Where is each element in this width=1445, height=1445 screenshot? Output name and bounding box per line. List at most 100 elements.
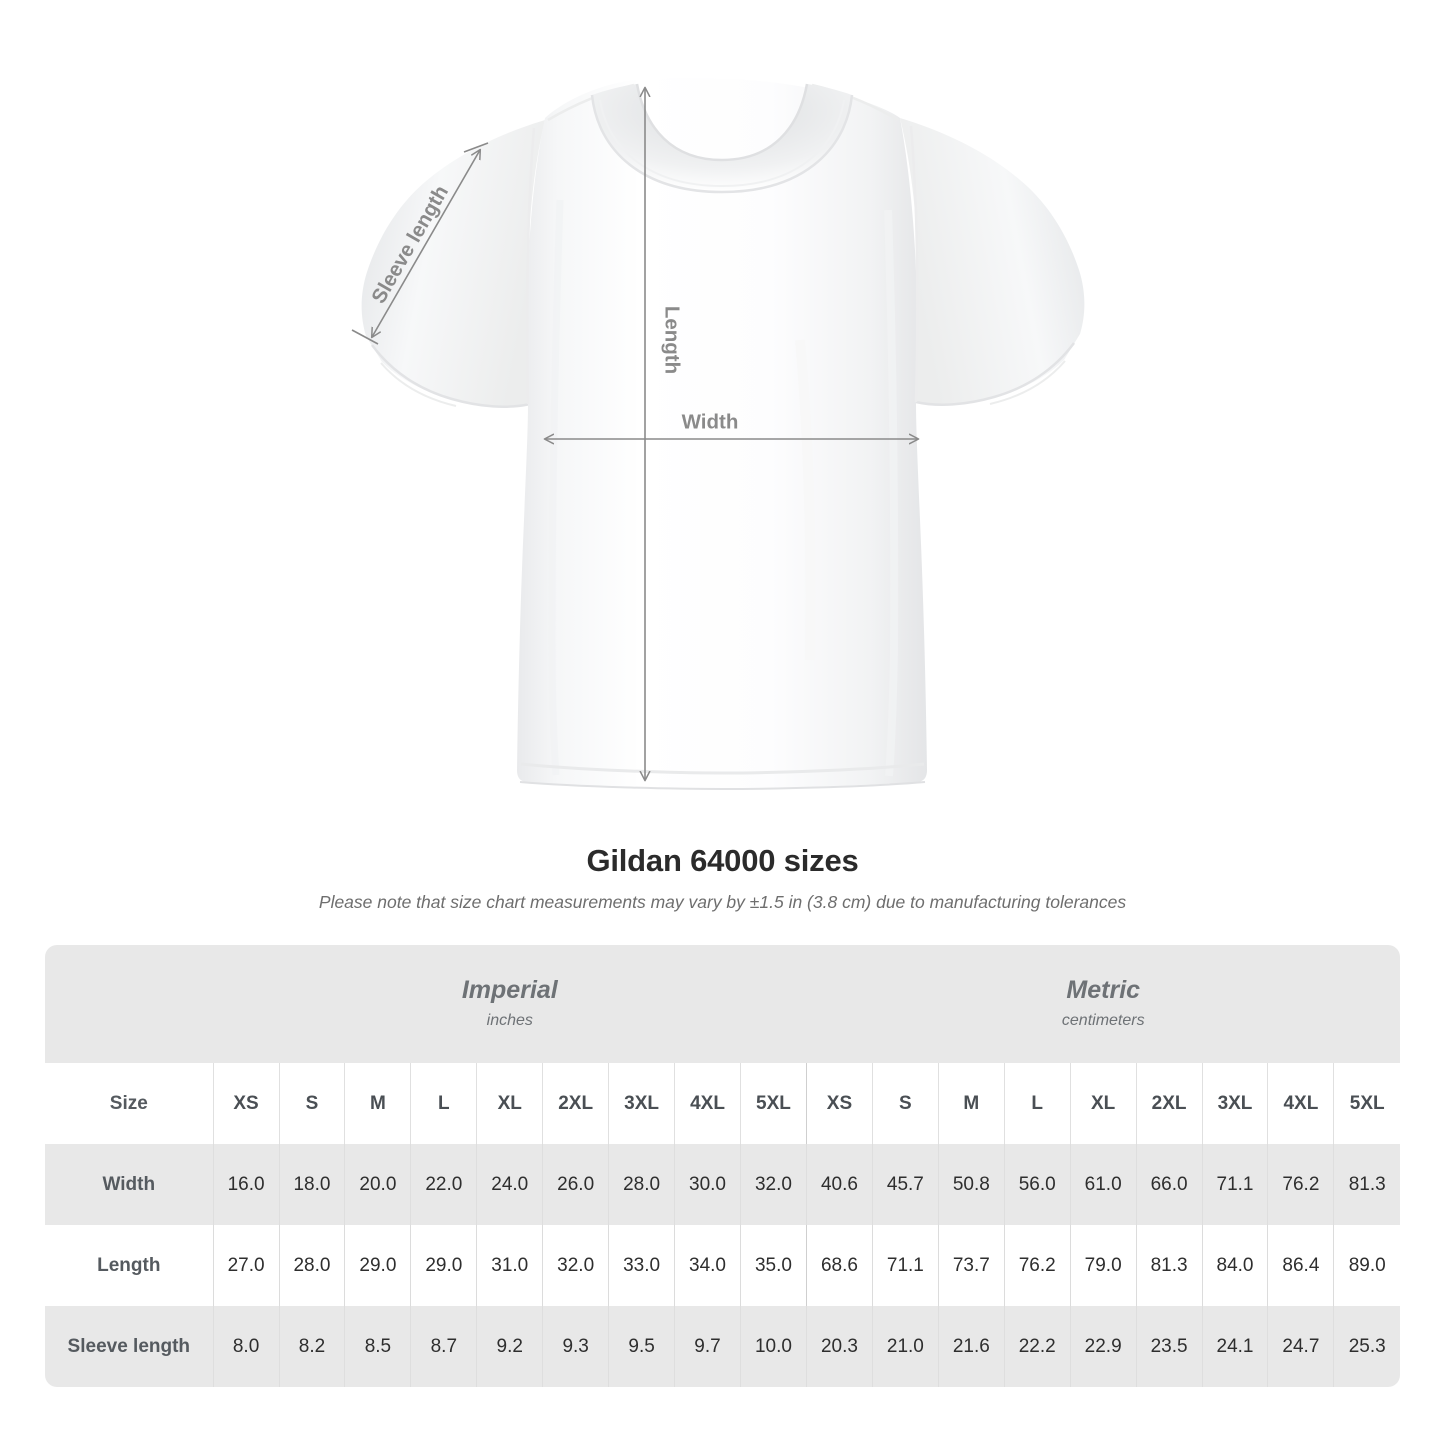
cell-sleeve-length-imperial-s: 8.2: [278, 1306, 345, 1387]
cell-sleeve-length-imperial-xl: 9.2: [476, 1306, 543, 1387]
tshirt-illustration: Sleeve length Length Width: [351, 78, 1085, 791]
cell-width-imperial-5xl: 32.0: [739, 1144, 807, 1225]
left-armhole-seam: [526, 127, 536, 405]
right-armhole-seam: [909, 125, 919, 403]
size-column-header-metric-l[interactable]: L: [1003, 1063, 1071, 1144]
cell-length-imperial-m: 29.0: [344, 1225, 411, 1306]
size-column-header-imperial-m[interactable]: M: [344, 1063, 411, 1144]
table-row: Sleeve length 8.0 8.2 8.5 8.7 9.2 9.3 9.5 9.7 10.…: [45, 1306, 1400, 1387]
size-column-header-metric-m[interactable]: M: [937, 1063, 1005, 1144]
width-label: Width: [682, 410, 739, 433]
size-column-header-metric-3xl[interactable]: 3XL: [1201, 1063, 1268, 1144]
cell-sleeve-length-imperial-3xl: 9.5: [608, 1306, 675, 1387]
cell-width-metric-3xl: 71.1: [1201, 1144, 1268, 1225]
shirt-body: [517, 78, 927, 788]
cell-length-metric-xl: 79.0: [1069, 1225, 1137, 1306]
size-column-header-imperial-2xl[interactable]: 2XL: [542, 1063, 609, 1144]
cell-length-metric-s: 71.1: [871, 1225, 939, 1306]
row-label-length: Length: [45, 1225, 214, 1306]
bottom-hem: [520, 762, 925, 775]
unit-group-subtitle: inches: [486, 1012, 533, 1029]
length-label: Length: [661, 306, 684, 374]
cell-sleeve-length-metric-3xl: 24.1: [1201, 1306, 1268, 1387]
cell-sleeve-length-imperial-4xl: 9.7: [674, 1306, 741, 1387]
cell-sleeve-length-imperial-5xl: 10.0: [739, 1306, 807, 1387]
collar-ribbing: [592, 84, 852, 192]
cell-width-metric-l: 56.0: [1003, 1144, 1071, 1225]
cell-sleeve-length-imperial-xs: 8.0: [212, 1306, 280, 1387]
cell-width-metric-4xl: 76.2: [1267, 1144, 1334, 1225]
unit-group-subtitle: centimeters: [1061, 1012, 1145, 1029]
width-measurement: Width: [545, 410, 918, 439]
cell-sleeve-length-imperial-2xl: 9.3: [542, 1306, 609, 1387]
cell-width-metric-5xl: 81.3: [1333, 1144, 1400, 1225]
cell-length-metric-3xl: 84.0: [1201, 1225, 1268, 1306]
row-label-width: Width: [45, 1144, 214, 1225]
sleeve-length-arrow: [372, 150, 480, 337]
left-sleeve-hem-stitch: [380, 362, 457, 407]
cell-length-metric-5xl: 89.0: [1333, 1225, 1400, 1306]
size-column-header-metric-s[interactable]: S: [871, 1063, 939, 1144]
size-column-header-imperial-5xl[interactable]: 5XL: [739, 1063, 807, 1144]
bottom-hem-edge: [519, 781, 926, 791]
cell-sleeve-length-metric-xs: 20.3: [806, 1306, 873, 1387]
size-column-header-imperial-4xl[interactable]: 4XL: [674, 1063, 741, 1144]
cell-sleeve-length-imperial-m: 8.5: [344, 1306, 411, 1387]
size-chart-table: Imperial inches Metric centimeters Size XS S M L…: [45, 945, 1400, 1387]
cell-length-metric-xs: 68.6: [806, 1225, 873, 1306]
cell-sleeve-length-imperial-l: 8.7: [410, 1306, 477, 1387]
cell-width-metric-m: 50.8: [937, 1144, 1005, 1225]
size-header-row: Size XS S M L XL 2XL 3XL 4XL 5XL XS S M L XL 2XL 3XL 4XL 5…: [45, 1063, 1400, 1144]
cell-length-metric-4xl: 86.4: [1267, 1225, 1334, 1306]
cell-sleeve-length-metric-5xl: 25.3: [1333, 1306, 1400, 1387]
cell-width-metric-xs: 40.6: [806, 1144, 873, 1225]
size-column-header-metric-xs[interactable]: XS: [806, 1063, 873, 1144]
fold-shadow-right: [884, 209, 899, 777]
sleeve-length-cap-bottom: [351, 329, 379, 345]
size-column-header-metric-5xl[interactable]: 5XL: [1333, 1063, 1400, 1144]
tshirt-diagram: Sleeve length Length Width: [351, 78, 1085, 791]
cell-length-imperial-2xl: 32.0: [542, 1225, 609, 1306]
cell-length-imperial-5xl: 35.0: [739, 1225, 807, 1306]
cell-width-metric-s: 45.7: [871, 1144, 939, 1225]
cell-width-imperial-l: 22.0: [410, 1144, 477, 1225]
cell-sleeve-length-metric-l: 22.2: [1003, 1306, 1071, 1387]
cell-sleeve-length-metric-xl: 22.9: [1069, 1306, 1137, 1387]
size-column-header-metric-2xl[interactable]: 2XL: [1135, 1063, 1203, 1144]
cell-width-imperial-xl: 24.0: [476, 1144, 543, 1225]
cell-width-imperial-4xl: 30.0: [674, 1144, 741, 1225]
size-column-header-imperial-3xl[interactable]: 3XL: [608, 1063, 675, 1144]
cell-width-imperial-m: 20.0: [344, 1144, 411, 1225]
collar-outer-edge: [590, 94, 854, 194]
size-column-header-metric-xl[interactable]: XL: [1069, 1063, 1137, 1144]
cell-width-metric-2xl: 66.0: [1135, 1144, 1203, 1225]
cell-width-imperial-3xl: 28.0: [608, 1144, 675, 1225]
cell-sleeve-length-metric-2xl: 23.5: [1135, 1306, 1203, 1387]
fold-shadow-center: [795, 339, 816, 661]
right-sleeve-hem-stitch: [989, 360, 1066, 405]
unit-header-row: Imperial inches Metric centimeters: [45, 945, 1400, 1063]
size-column-header-imperial-l[interactable]: L: [410, 1063, 477, 1144]
size-column-header-metric-4xl[interactable]: 4XL: [1267, 1063, 1334, 1144]
collar-stitch: [599, 99, 845, 188]
row-label-size: Size: [45, 1063, 214, 1144]
right-sleeve-hem: [915, 342, 1076, 406]
cell-length-imperial-s: 28.0: [278, 1225, 345, 1306]
cell-length-imperial-l: 29.0: [410, 1225, 477, 1306]
left-sleeve-hem: [370, 344, 531, 408]
cell-width-imperial-s: 18.0: [278, 1144, 345, 1225]
cell-sleeve-length-metric-s: 21.0: [871, 1306, 939, 1387]
cell-sleeve-length-metric-4xl: 24.7: [1267, 1306, 1334, 1387]
unit-group-name: Imperial: [461, 976, 558, 1004]
cell-length-imperial-4xl: 34.0: [674, 1225, 741, 1306]
table-corner-cell: [45, 945, 214, 1063]
size-column-header-imperial-xl[interactable]: XL: [476, 1063, 543, 1144]
size-column-header-imperial-xs[interactable]: XS: [212, 1063, 280, 1144]
cell-length-metric-l: 76.2: [1003, 1225, 1071, 1306]
size-column-header-imperial-s[interactable]: S: [278, 1063, 345, 1144]
cell-length-imperial-3xl: 33.0: [608, 1225, 675, 1306]
row-label-sleeve-length: Sleeve length: [45, 1306, 214, 1387]
cell-length-imperial-xl: 31.0: [476, 1225, 543, 1306]
cell-width-imperial-2xl: 26.0: [542, 1144, 609, 1225]
unit-group-metric: Metric centimeters: [806, 945, 1400, 1063]
